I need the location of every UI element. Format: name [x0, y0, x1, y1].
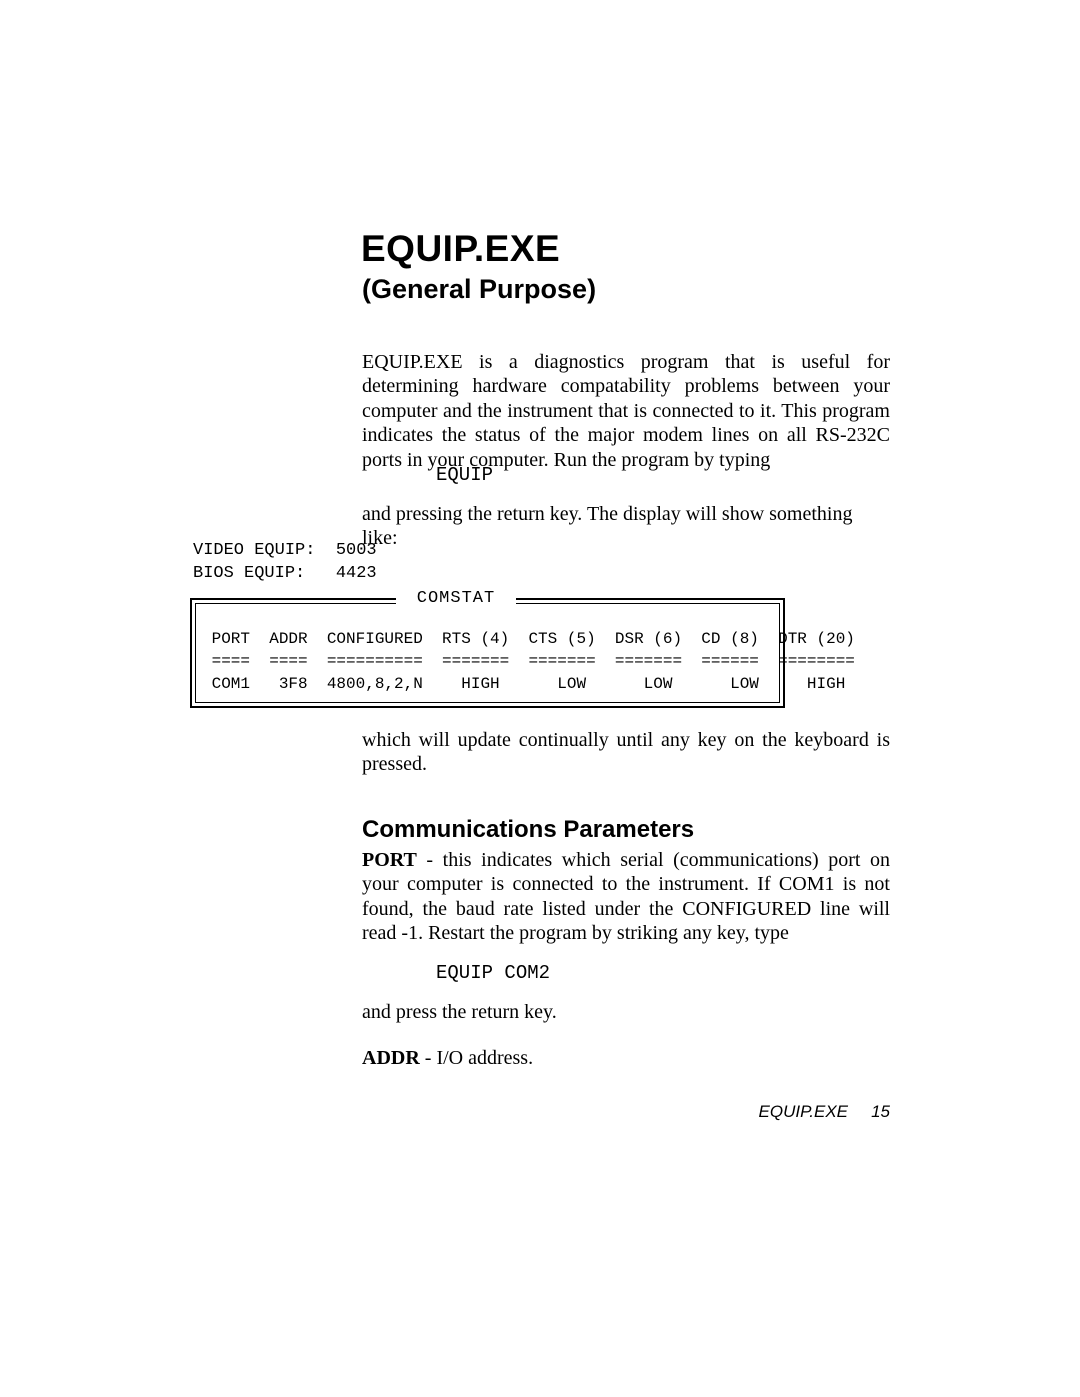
- comstat-label: COMSTAT: [417, 589, 495, 608]
- paragraph-press-return-2: and press the return key.: [362, 1000, 890, 1024]
- comstat-label-wrap: COMSTAT: [396, 589, 516, 607]
- term-port: PORT: [362, 849, 417, 871]
- footer-page-number: 15: [871, 1102, 890, 1122]
- footer-title: EQUIP.EXE: [759, 1102, 848, 1122]
- paragraph-intro: EQUIP.EXE is a diagnostics program that …: [362, 350, 890, 472]
- command-equip-com2: EQUIP COM2: [436, 962, 550, 984]
- paragraph-port: PORT - this indicates which serial (comm…: [362, 848, 890, 946]
- command-equip: EQUIP: [436, 464, 493, 486]
- equip-values-block: VIDEO EQUIP: 5003 BIOS EQUIP: 4423: [193, 540, 377, 586]
- term-addr: ADDR: [362, 1047, 420, 1069]
- section-heading-comm-params: Communications Parameters: [362, 816, 694, 844]
- document-page: EQUIP.EXE (General Purpose) EQUIP.EXE is…: [0, 0, 1080, 1397]
- paragraph-press-return: and pressing the return key. The display…: [362, 502, 890, 551]
- term-addr-desc: - I/O address.: [420, 1047, 533, 1069]
- page-subtitle: (General Purpose): [362, 274, 596, 305]
- paragraph-addr: ADDR - I/O address.: [362, 1046, 890, 1070]
- comstat-table: PORT ADDR CONFIGURED RTS (4) CTS (5) DSR…: [202, 628, 855, 695]
- page-title: EQUIP.EXE: [361, 228, 560, 270]
- term-port-desc: - this indicates which serial (communica…: [362, 849, 890, 944]
- paragraph-update: which will update continually until any …: [362, 728, 890, 777]
